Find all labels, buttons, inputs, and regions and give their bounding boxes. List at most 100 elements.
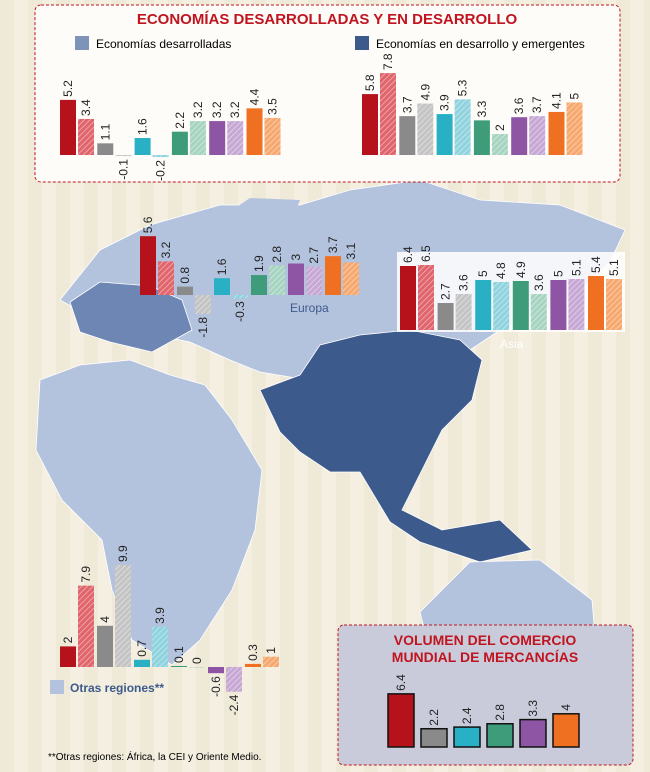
value-label: 4 <box>98 616 112 623</box>
legend-label: Economías en desarrollo y emergentes <box>376 37 585 51</box>
bar <box>152 155 169 158</box>
bar <box>189 667 205 668</box>
bar <box>195 295 211 314</box>
bar <box>158 261 174 295</box>
bar <box>232 295 248 299</box>
bar <box>548 111 565 155</box>
bar <box>511 117 528 155</box>
value-label: 3.6 <box>532 274 546 291</box>
value-label: 4.9 <box>514 261 528 278</box>
bar <box>343 262 359 295</box>
value-label: -0.6 <box>209 676 223 697</box>
chart-title: VOLUMEN DEL COMERCIO MUNDIAL DE MERCANCÍ… <box>391 632 579 665</box>
value-label: 2 <box>61 636 75 643</box>
bar <box>486 723 514 748</box>
value-label: 2.2 <box>427 709 441 726</box>
bar <box>475 280 492 330</box>
bar <box>417 103 434 155</box>
value-label: 5.4 <box>589 256 603 273</box>
bar <box>245 663 261 667</box>
value-label: 5.2 <box>61 80 75 97</box>
bar <box>171 131 188 155</box>
map-greenland <box>225 198 300 240</box>
bar <box>552 713 580 748</box>
bar <box>60 646 76 667</box>
value-label: 3.9 <box>153 607 167 624</box>
value-label: 1.9 <box>252 255 266 272</box>
value-label: 2.8 <box>493 704 507 721</box>
bar <box>588 276 604 330</box>
bar <box>530 294 547 330</box>
value-label: 0.8 <box>178 267 192 284</box>
value-label: 5 <box>551 270 565 277</box>
bar <box>134 659 150 667</box>
value-label: 5.1 <box>569 259 583 276</box>
bar <box>418 265 434 330</box>
value-label: 4.4 <box>248 88 262 105</box>
value-label: 1.6 <box>136 118 150 135</box>
value-label: 3 <box>289 254 303 261</box>
bar <box>491 134 508 155</box>
value-label: 0.7 <box>135 640 149 657</box>
value-label: -0.1 <box>116 159 130 180</box>
value-label: 3.7 <box>400 96 414 113</box>
value-label: 2.7 <box>439 283 453 300</box>
value-label: 3.2 <box>210 101 224 118</box>
bar <box>420 727 448 748</box>
value-label: 3.3 <box>526 700 540 717</box>
asia-panel <box>397 252 625 332</box>
legend-label: Otras regiones** <box>70 681 164 695</box>
value-label: 3.2 <box>191 101 205 118</box>
bar <box>208 667 224 674</box>
bar <box>227 121 244 155</box>
region-label: Asia <box>500 337 524 351</box>
chart-title: ECONOMÍAS DESARROLLADAS Y EN DESARROLLO <box>137 11 518 28</box>
value-label: 3.1 <box>344 242 358 259</box>
value-label: 7.8 <box>381 53 395 70</box>
value-label: -2.4 <box>227 694 241 715</box>
value-label: 5.3 <box>456 79 470 96</box>
bar <box>177 286 193 295</box>
value-label: 3.7 <box>530 96 544 113</box>
value-label: 7.9 <box>79 566 93 583</box>
bar <box>362 94 378 155</box>
value-label: 4.1 <box>550 92 564 109</box>
bar <box>152 626 168 667</box>
bar <box>436 114 453 155</box>
bar <box>387 693 415 748</box>
value-label: 5 <box>568 93 582 100</box>
value-label: 3.9 <box>438 94 452 111</box>
bar <box>473 120 490 155</box>
value-label: 9.9 <box>116 545 130 562</box>
value-label: 4.9 <box>418 84 432 101</box>
value-label: 4.8 <box>494 262 508 279</box>
legend-swatch <box>50 680 64 694</box>
bar <box>306 266 322 295</box>
bar <box>454 99 471 155</box>
value-label: 5 <box>476 270 490 277</box>
bar <box>115 155 132 157</box>
bar <box>171 665 187 667</box>
bar <box>399 116 416 155</box>
legend-label: Economías desarrolladas <box>96 37 231 51</box>
value-label: 2.8 <box>270 246 284 263</box>
bar <box>134 138 151 155</box>
bar <box>60 99 76 155</box>
bar <box>251 275 267 295</box>
value-label: 2.7 <box>307 247 321 264</box>
bar <box>568 279 585 330</box>
bar <box>512 281 529 330</box>
value-label: 1.1 <box>98 123 112 140</box>
bar <box>97 625 113 667</box>
value-label: 3.4 <box>79 99 93 116</box>
bar <box>246 108 263 155</box>
bar <box>78 118 94 155</box>
value-label: 1 <box>264 647 278 654</box>
bar <box>288 263 304 295</box>
bar <box>325 256 341 295</box>
bar <box>437 303 454 330</box>
bar <box>550 280 567 330</box>
bar <box>453 726 481 748</box>
bar <box>400 266 416 330</box>
